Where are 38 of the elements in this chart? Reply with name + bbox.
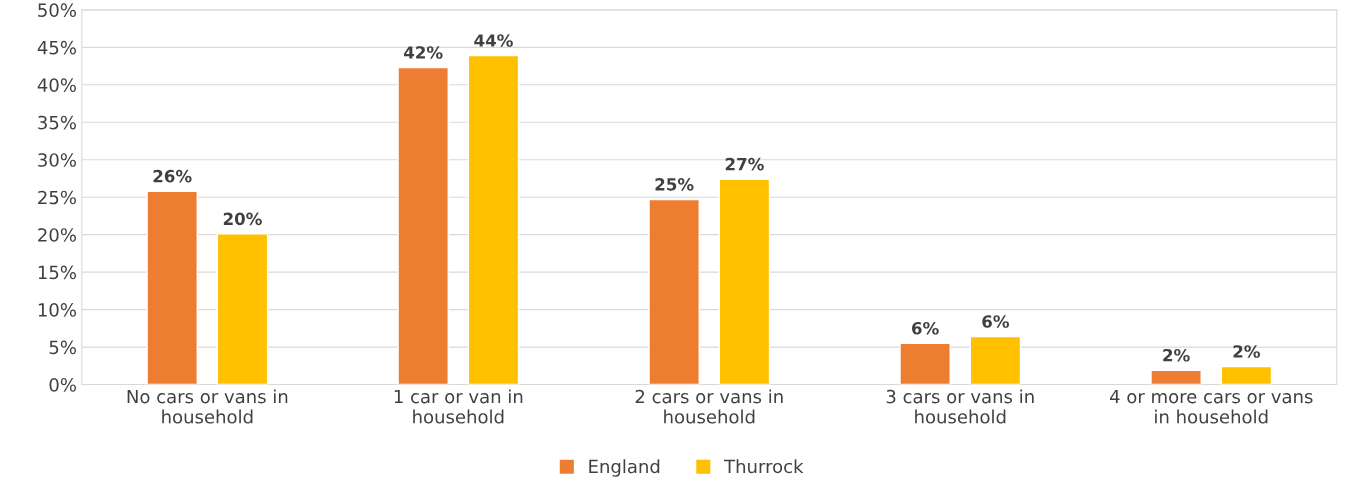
y-tick-label: 20%	[38, 228, 76, 242]
data-label: 6%	[982, 315, 1010, 328]
data-label: 2%	[1233, 345, 1260, 358]
y-tick-label: 50%	[38, 3, 76, 17]
x-tick-label: 2 cars or vans in household	[635, 389, 783, 424]
bar	[146, 190, 198, 385]
y-tick-label: 40%	[37, 78, 76, 92]
bar	[397, 66, 449, 385]
bar	[899, 342, 951, 385]
data-label: 26%	[153, 169, 192, 183]
bar	[1150, 369, 1202, 385]
data-label: 27%	[725, 157, 764, 171]
y-tick-label: 45%	[37, 40, 76, 55]
x-tick-label: 4 or more cars or vans in household	[1109, 389, 1313, 424]
bar	[969, 335, 1022, 385]
data-label: 6%	[912, 321, 939, 335]
data-label: 20%	[223, 212, 262, 226]
bar	[718, 178, 771, 385]
bar	[216, 233, 269, 385]
y-tick-label: 25%	[38, 190, 76, 205]
x-tick-label: No cars or vans in household	[127, 389, 288, 424]
bar	[467, 54, 520, 385]
legend-label: Thurrock	[724, 459, 804, 474]
y-tick-label: 35%	[38, 115, 76, 130]
y-tick-label: 10%	[38, 303, 76, 317]
data-label: 25%	[655, 178, 694, 191]
x-tick-label: 1 car or van in household	[394, 389, 523, 424]
x-tick-label: 3 cars or vans in household	[886, 389, 1034, 424]
y-tick-label: 30%	[38, 153, 76, 167]
y-tick-label: 15%	[38, 265, 76, 280]
y-tick-label: 0%	[49, 378, 76, 392]
data-label: 42%	[403, 46, 443, 59]
y-tick-label: 5%	[49, 340, 76, 355]
data-label: 2%	[1163, 348, 1190, 362]
legend-label: England	[589, 459, 660, 477]
bar	[1220, 365, 1273, 385]
bar	[648, 198, 700, 385]
data-label: 44%	[474, 34, 513, 47]
